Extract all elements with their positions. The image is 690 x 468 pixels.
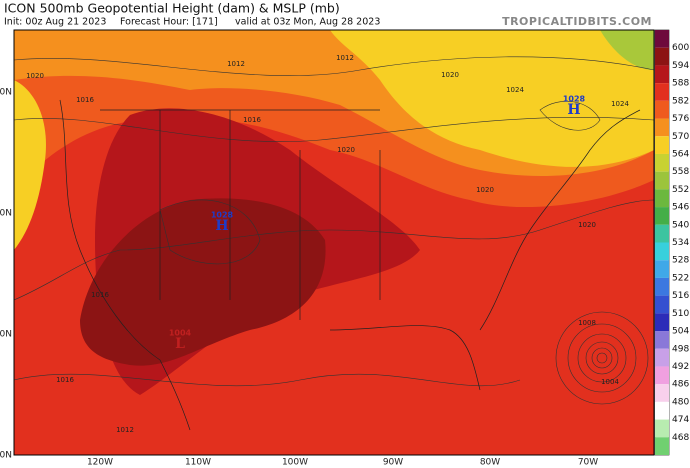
colorbar-swatch bbox=[655, 348, 669, 367]
lat-label: 50N bbox=[0, 88, 12, 98]
colorbar-label: 540 bbox=[672, 220, 689, 230]
colorbar-swatch bbox=[655, 118, 669, 137]
brand: TROPICALTIDBITS.COM bbox=[502, 15, 652, 28]
colorbar-label: 534 bbox=[672, 238, 689, 248]
pressure-center-value: 1004 bbox=[169, 329, 192, 338]
height-band bbox=[14, 80, 46, 250]
isobar-label: 1024 bbox=[506, 86, 524, 94]
map-init: Init: 00z Aug 21 2023 bbox=[4, 17, 106, 28]
lon-label: 80W bbox=[480, 458, 500, 468]
isobar-label: 1016 bbox=[56, 376, 74, 384]
colorbar-label: 552 bbox=[672, 185, 689, 195]
colorbar-swatch bbox=[655, 224, 669, 243]
colorbar-swatch bbox=[655, 100, 669, 119]
isobar-label: 1004 bbox=[601, 378, 619, 386]
colorbar-swatch bbox=[655, 47, 669, 66]
colorbar-swatch bbox=[655, 171, 669, 190]
colorbar-swatch bbox=[655, 437, 669, 455]
coastlines bbox=[59, 99, 641, 431]
isobar-label: 1012 bbox=[116, 426, 134, 434]
colorbar-swatch bbox=[655, 30, 669, 48]
lon-label: 120W bbox=[87, 458, 113, 468]
height-band bbox=[80, 198, 326, 366]
isobar-label: 1020 bbox=[441, 71, 459, 79]
colorbar-label: 510 bbox=[672, 309, 689, 319]
colorbar-label: 582 bbox=[672, 96, 689, 106]
map-frame bbox=[13, 29, 655, 456]
map-title: ICON 500mb Geopotential Height (dam) & M… bbox=[4, 1, 340, 16]
isobar-label: 1020 bbox=[337, 146, 355, 154]
colorbar-label: 504 bbox=[672, 327, 689, 337]
colorbar-swatch bbox=[655, 331, 669, 349]
colorbar-label: 528 bbox=[672, 256, 689, 266]
colorbar-swatch bbox=[655, 419, 669, 438]
map-forecast-hour: Forecast Hour: [171] bbox=[120, 17, 218, 28]
colorbar-swatch bbox=[655, 313, 669, 332]
colorbar-swatch bbox=[655, 153, 669, 172]
lat-label: 30N bbox=[0, 330, 12, 340]
isobar-label: 1020 bbox=[476, 186, 494, 194]
colorbar-label: 468 bbox=[672, 433, 689, 443]
colorbar-label: 570 bbox=[672, 132, 689, 142]
colorbar-label: 486 bbox=[672, 380, 689, 390]
map-field bbox=[14, 30, 654, 455]
isobar-label: 1016 bbox=[76, 96, 94, 104]
pressure-center-letter: H bbox=[567, 102, 580, 118]
colorbar-swatch bbox=[655, 136, 669, 154]
isobar-label: 1020 bbox=[26, 72, 44, 80]
colorbar-label: 492 bbox=[672, 362, 689, 372]
colorbar-label: 588 bbox=[672, 79, 689, 89]
colorbar-label: 600 bbox=[672, 43, 689, 53]
pressure-center-value: 1028 bbox=[563, 95, 586, 104]
colorbar-label: 576 bbox=[672, 114, 689, 124]
colorbar-label: 480 bbox=[672, 397, 689, 407]
colorbar-label: 564 bbox=[672, 149, 689, 159]
pressure-center-value: 1028 bbox=[211, 211, 234, 220]
lon-label: 70W bbox=[578, 458, 598, 468]
colorbar-label: 516 bbox=[672, 291, 689, 301]
colorbar-label: 594 bbox=[672, 61, 689, 71]
map-valid-time: valid at 03z Mon, Aug 28 2023 bbox=[235, 17, 380, 28]
lon-label: 110W bbox=[185, 458, 211, 468]
lon-label: 100W bbox=[282, 458, 308, 468]
isobar-label: 1012 bbox=[336, 54, 354, 62]
isobar-label: 1012 bbox=[227, 60, 245, 68]
lat-label: 40N bbox=[0, 209, 12, 219]
height-band bbox=[600, 30, 654, 70]
colorbar-label: 474 bbox=[672, 415, 689, 425]
colorbar-swatch bbox=[655, 277, 669, 296]
colorbar-swatch bbox=[655, 260, 669, 278]
height-band bbox=[330, 30, 654, 167]
pressure-center-letter: H bbox=[215, 218, 228, 234]
colorbar-swatch bbox=[655, 242, 669, 261]
colorbar-swatch bbox=[655, 189, 669, 208]
isobar-label: 1016 bbox=[243, 116, 261, 124]
colorbar-swatch bbox=[655, 65, 669, 84]
isobar-label: 1024 bbox=[611, 100, 629, 108]
colorbar-label: 498 bbox=[672, 344, 689, 354]
isobar-label: 1016 bbox=[91, 291, 109, 299]
colorbar-label: 522 bbox=[672, 273, 689, 283]
colorbar-swatch bbox=[655, 384, 669, 402]
lat-label: 20N bbox=[0, 451, 12, 461]
colorbar-label: 558 bbox=[672, 167, 689, 177]
colorbar-swatch bbox=[655, 401, 669, 420]
isobar-label: 1020 bbox=[578, 221, 596, 229]
colorbar-label: 546 bbox=[672, 203, 689, 213]
colorbar-swatch bbox=[655, 295, 669, 314]
colorbar-swatch bbox=[655, 83, 669, 101]
colorbar-swatch bbox=[655, 207, 669, 225]
isobar-label: 1008 bbox=[578, 319, 596, 327]
pressure-center-letter: L bbox=[175, 336, 185, 352]
lon-label: 90W bbox=[383, 458, 403, 468]
colorbar-swatch bbox=[655, 366, 669, 385]
